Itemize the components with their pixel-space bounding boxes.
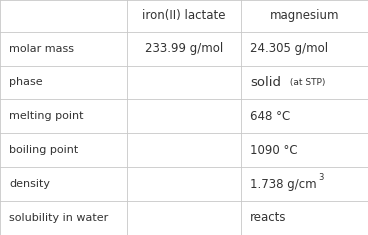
Text: 1090 °C: 1090 °C [250,144,298,157]
Text: 1.738 g/cm: 1.738 g/cm [250,177,317,191]
Text: solubility in water: solubility in water [9,213,109,223]
Text: 3: 3 [319,173,324,182]
Text: phase: phase [9,78,43,87]
Text: 233.99 g/mol: 233.99 g/mol [145,42,223,55]
Text: molar mass: molar mass [9,44,74,54]
Text: density: density [9,179,50,189]
Text: reacts: reacts [250,211,287,224]
Text: (at STP): (at STP) [287,78,325,87]
Text: 24.305 g/mol: 24.305 g/mol [250,42,328,55]
Text: 648 °C: 648 °C [250,110,290,123]
Text: iron(II) lactate: iron(II) lactate [142,9,226,22]
Text: magnesium: magnesium [270,9,339,22]
Text: solid: solid [250,76,281,89]
Text: melting point: melting point [9,111,84,121]
Text: boiling point: boiling point [9,145,78,155]
